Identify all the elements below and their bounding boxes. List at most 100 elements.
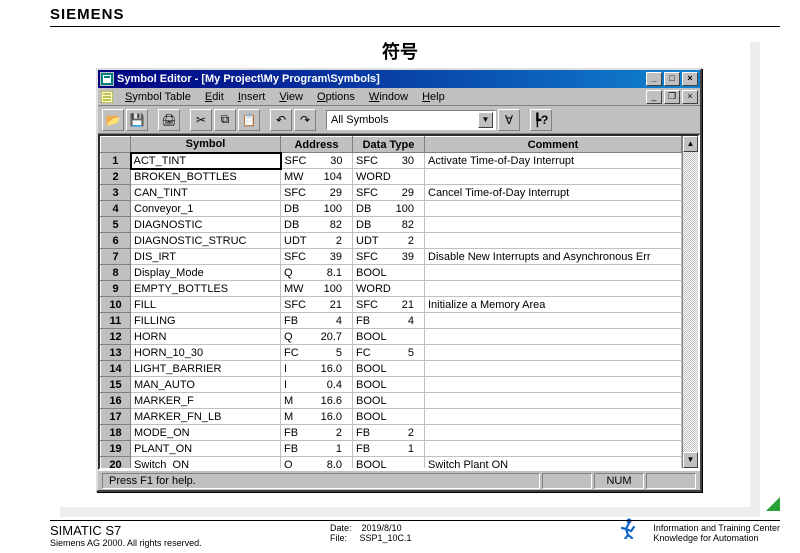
comment-cell[interactable] [425,345,682,361]
col-header-address[interactable]: Address [281,137,353,153]
menu-insert[interactable]: Insert [231,90,273,104]
symbol-cell[interactable]: MARKER_F [131,393,281,409]
address-cell[interactable]: M16.6 [281,393,353,409]
symbol-cell[interactable]: MAN_AUTO [131,377,281,393]
symbol-cell[interactable]: MODE_ON [131,425,281,441]
datatype-cell[interactable]: WORD [353,281,425,297]
table-row[interactable]: 17MARKER_FN_LBM16.0BOOL [101,409,682,425]
row-header[interactable]: 16 [101,393,131,409]
comment-cell[interactable] [425,361,682,377]
address-cell[interactable]: UDT2 [281,233,353,249]
print-button[interactable]: 🖨 [158,109,180,131]
comment-cell[interactable]: Disable New Interrupts and Asynchronous … [425,249,682,265]
address-cell[interactable]: Q8.1 [281,265,353,281]
scroll-up-icon[interactable]: ▲ [683,136,698,152]
minimize-button[interactable]: _ [646,72,662,86]
address-cell[interactable]: I0.4 [281,377,353,393]
vertical-scrollbar[interactable]: ▲ ▼ [682,136,698,468]
table-row[interactable]: 5DIAGNOSTICDB82DB82 [101,217,682,233]
row-header[interactable]: 18 [101,425,131,441]
symbol-cell[interactable]: FILLING [131,313,281,329]
table-row[interactable]: 6DIAGNOSTIC_STRUCUDT2UDT2 [101,233,682,249]
symbol-cell[interactable]: EMPTY_BOTTLES [131,281,281,297]
row-header[interactable]: 9 [101,281,131,297]
datatype-cell[interactable]: DB100 [353,201,425,217]
menu-help[interactable]: Help [415,90,452,104]
corner-header[interactable] [101,137,131,153]
table-row[interactable]: 7DIS_IRTSFC39SFC39Disable New Interrupts… [101,249,682,265]
chevron-down-icon[interactable]: ▼ [478,112,493,128]
symbol-cell[interactable]: Conveyor_1 [131,201,281,217]
address-cell[interactable]: FB2 [281,425,353,441]
symbol-cell[interactable]: HORN_10_30 [131,345,281,361]
datatype-cell[interactable]: WORD [353,169,425,185]
row-header[interactable]: 10 [101,297,131,313]
datatype-cell[interactable]: FB4 [353,313,425,329]
comment-cell[interactable] [425,441,682,457]
comment-cell[interactable] [425,265,682,281]
redo-button[interactable]: ↷ [294,109,316,131]
datatype-cell[interactable]: BOOL [353,377,425,393]
datatype-cell[interactable]: FC5 [353,345,425,361]
filter-button[interactable]: ∀ [498,109,520,131]
address-cell[interactable]: FC5 [281,345,353,361]
symbol-cell[interactable]: MARKER_FN_LB [131,409,281,425]
datatype-cell[interactable]: SFC29 [353,185,425,201]
row-header[interactable]: 14 [101,361,131,377]
close-button[interactable]: × [682,72,698,86]
row-header[interactable]: 4 [101,201,131,217]
scroll-down-icon[interactable]: ▼ [683,452,698,468]
symbol-grid[interactable]: SymbolAddressData TypeComment 1ACT_TINTS… [100,136,682,468]
table-row[interactable]: 19PLANT_ONFB1FB1 [101,441,682,457]
comment-cell[interactable]: Initialize a Memory Area [425,297,682,313]
row-header[interactable]: 11 [101,313,131,329]
mdi-close-button[interactable]: × [682,90,698,104]
address-cell[interactable]: Q20.7 [281,329,353,345]
row-header[interactable]: 19 [101,441,131,457]
comment-cell[interactable] [425,233,682,249]
row-header[interactable]: 3 [101,185,131,201]
datatype-cell[interactable]: BOOL [353,457,425,469]
col-header-data-type[interactable]: Data Type [353,137,425,153]
datatype-cell[interactable]: BOOL [353,393,425,409]
comment-cell[interactable] [425,425,682,441]
paste-button[interactable]: 📋 [238,109,260,131]
col-header-symbol[interactable]: Symbol [131,137,281,153]
symbol-cell[interactable]: HORN [131,329,281,345]
row-header[interactable]: 2 [101,169,131,185]
symbol-cell[interactable]: PLANT_ON [131,441,281,457]
row-header[interactable]: 20 [101,457,131,469]
table-row[interactable]: 12HORNQ20.7BOOL [101,329,682,345]
row-header[interactable]: 5 [101,217,131,233]
datatype-cell[interactable]: SFC30 [353,153,425,169]
datatype-cell[interactable]: BOOL [353,409,425,425]
symbol-cell[interactable]: FILL [131,297,281,313]
maximize-button[interactable]: □ [664,72,680,86]
comment-cell[interactable] [425,409,682,425]
address-cell[interactable]: MW104 [281,169,353,185]
address-cell[interactable]: SFC39 [281,249,353,265]
open-button[interactable]: 📂 [102,109,124,131]
table-row[interactable]: 10FILLSFC21SFC21Initialize a Memory Area [101,297,682,313]
table-row[interactable]: 15MAN_AUTOI0.4BOOL [101,377,682,393]
cut-button[interactable]: ✂ [190,109,212,131]
menu-edit[interactable]: Edit [198,90,231,104]
address-cell[interactable]: MW100 [281,281,353,297]
row-header[interactable]: 6 [101,233,131,249]
table-row[interactable]: 13HORN_10_30FC5FC5 [101,345,682,361]
copy-button[interactable]: ⧉ [214,109,236,131]
table-row[interactable]: 18MODE_ONFB2FB2 [101,425,682,441]
scroll-track[interactable] [683,152,698,452]
symbol-cell[interactable]: Display_Mode [131,265,281,281]
table-row[interactable]: 8Display_ModeQ8.1BOOL [101,265,682,281]
address-cell[interactable]: SFC30 [281,153,353,169]
menu-view[interactable]: View [272,90,310,104]
row-header[interactable]: 13 [101,345,131,361]
address-cell[interactable]: DB100 [281,201,353,217]
datatype-cell[interactable]: FB2 [353,425,425,441]
address-cell[interactable]: SFC29 [281,185,353,201]
address-cell[interactable]: I16.0 [281,361,353,377]
comment-cell[interactable] [425,313,682,329]
row-header[interactable]: 12 [101,329,131,345]
comment-cell[interactable] [425,217,682,233]
